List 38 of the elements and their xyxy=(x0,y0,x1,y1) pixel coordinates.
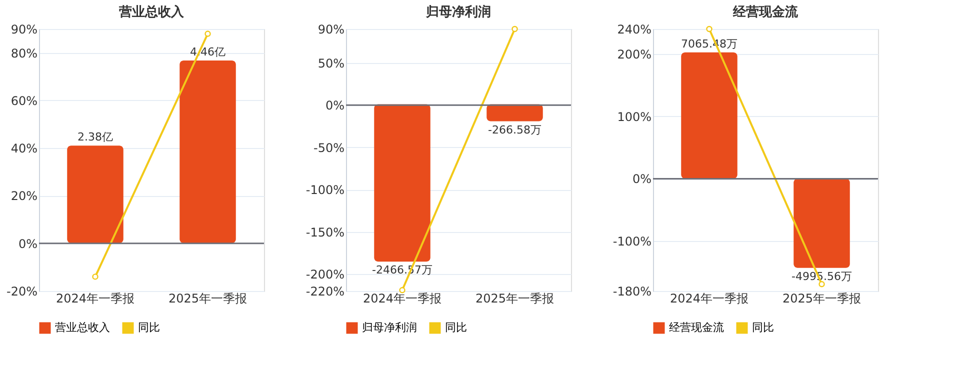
y-tick-label: 90% xyxy=(318,22,344,36)
x-tick-label: 2025年一季报 xyxy=(475,292,554,306)
y-tick-label: 90% xyxy=(10,22,38,36)
legend-label: 营业总收入 xyxy=(55,321,110,334)
x-tick-label: 2025年一季报 xyxy=(782,292,862,306)
legend-label: 归母净利润 xyxy=(362,321,417,334)
chart-title: 经营现金流 xyxy=(732,4,799,20)
y-tick-label: -200% xyxy=(306,268,344,282)
legend-label: 同比 xyxy=(752,321,774,334)
y-tick-label: 0% xyxy=(325,98,344,113)
y-tick-label: 50% xyxy=(318,56,344,70)
chart-title: 营业总收入 xyxy=(118,4,185,20)
y-tick-label: 80% xyxy=(10,46,38,60)
y-tick-label: 0% xyxy=(18,236,38,251)
y-tick-label: 20% xyxy=(10,189,38,204)
chart-title: 归母净利润 xyxy=(425,4,491,20)
y-tick-label: 100% xyxy=(617,110,652,124)
y-tick-label: -20% xyxy=(6,284,38,298)
data-label: -266.58万 xyxy=(488,123,542,136)
y-tick-label: -150% xyxy=(306,225,344,240)
y-tick-label: 0% xyxy=(632,172,652,186)
y-tick-label: 60% xyxy=(10,94,38,108)
x-tick-label: 2025年一季报 xyxy=(168,292,248,306)
y-tick-label: -220% xyxy=(306,284,344,298)
y-tick-label: -100% xyxy=(306,183,344,198)
y-tick-label: 40% xyxy=(10,142,38,156)
y-tick-label: -100% xyxy=(612,234,652,249)
data-label: 2.38亿 xyxy=(78,130,113,144)
legend-label: 同比 xyxy=(445,321,467,334)
x-tick-label: 2024年一季报 xyxy=(362,292,442,306)
y-tick-label: -180% xyxy=(612,284,652,298)
x-tick-label: 2024年一季报 xyxy=(670,292,749,306)
legend-label: 经营现金流 xyxy=(669,321,724,334)
y-tick-label: 240% xyxy=(617,22,652,36)
x-tick-label: 2024年一季报 xyxy=(56,292,135,306)
y-tick-label: 200% xyxy=(617,47,652,62)
y-tick-label: -50% xyxy=(313,140,344,155)
legend-label: 同比 xyxy=(138,321,160,334)
